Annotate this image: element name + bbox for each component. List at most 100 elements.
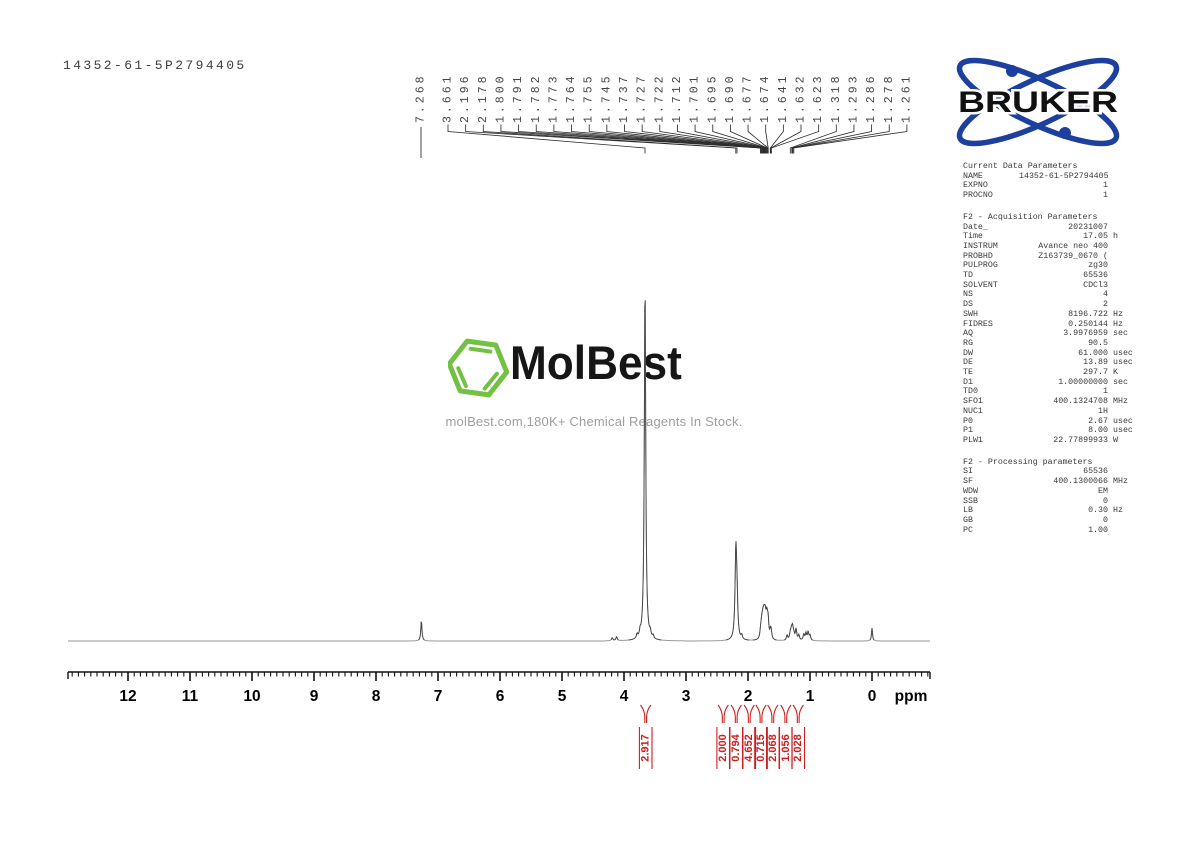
peak-pointer-line	[518, 124, 762, 154]
param-value: 400.1324708	[1053, 397, 1108, 407]
param-unit	[1108, 261, 1143, 271]
param-unit: usec	[1113, 358, 1133, 368]
param-row: TD 65536	[963, 271, 1143, 281]
axis-tick-label: 3	[682, 688, 691, 705]
param-unit	[1108, 290, 1143, 300]
param-row: TE 297.7 K	[963, 368, 1143, 378]
params-section-header: F2 - Acquisition Parameters	[963, 212, 1098, 222]
peak-shift-label: 1.712	[671, 73, 684, 123]
param-unit	[1108, 252, 1143, 262]
param-value: 1	[1103, 181, 1108, 191]
peak-shift-label: 1.677	[742, 73, 755, 123]
axis-tick-label: 2	[744, 688, 753, 705]
peak-pointer-line	[482, 124, 738, 154]
param-row: GB 0	[963, 516, 1143, 526]
param-row: PULPROG zg30	[963, 261, 1143, 271]
param-name: NAME	[963, 171, 983, 181]
peak-pointer-line	[677, 124, 767, 154]
peak-pointer-line	[624, 124, 765, 154]
integral-value-label: 2.917	[640, 734, 652, 762]
param-unit	[1108, 467, 1143, 477]
param-unit	[1108, 191, 1143, 201]
param-row: P0 2.67 usec	[963, 417, 1143, 427]
param-row: TD0 1	[963, 387, 1143, 397]
peak-pointer-line	[770, 124, 802, 154]
integral-curve	[730, 704, 736, 723]
integral-curve	[786, 704, 792, 723]
param-row: EXPNO 1	[963, 181, 1143, 191]
param-name: D1	[963, 377, 973, 387]
peak-shift-label: 1.623	[812, 73, 825, 123]
peak-pointer-line	[792, 124, 890, 154]
param-unit	[1108, 387, 1143, 397]
integral-curve	[767, 704, 773, 723]
integral-curve	[798, 704, 804, 723]
integral-value-label: 2.000	[717, 734, 729, 762]
param-value: 1.00000000	[1058, 377, 1108, 387]
peak-shift-label: 1.695	[706, 73, 719, 123]
parameters-panel: Current Data Parameters NAME 14352-61-5P27…	[963, 162, 1143, 547]
param-value: 297.7	[1083, 368, 1108, 378]
params-section-header: F2 - Processing parameters	[963, 457, 1093, 467]
param-value: 1	[1103, 387, 1108, 397]
param-row: WDW EM	[963, 487, 1143, 497]
param-value: 65536	[1083, 271, 1108, 281]
peak-pointer-line	[791, 124, 873, 154]
param-name: P1	[963, 426, 973, 436]
integral-value-label: 4.652	[743, 734, 755, 762]
param-value: 2	[1103, 300, 1108, 310]
param-name: EXPNO	[963, 181, 988, 191]
spectrum-baseline-trace	[68, 300, 930, 642]
peak-pointer-line	[659, 124, 766, 154]
axis-tick-label: 0	[868, 688, 877, 705]
param-unit	[1108, 181, 1143, 191]
param-value: 61.000	[1078, 348, 1108, 358]
param-value: Avance neo 400	[1038, 241, 1108, 251]
param-value: 20231007	[1068, 222, 1108, 232]
integral-value-label: 0.715	[755, 734, 767, 762]
param-name: RG	[963, 338, 973, 348]
param-value: 0	[1103, 515, 1108, 525]
param-value: 8.00	[1088, 426, 1108, 436]
param-value: 4	[1103, 290, 1108, 300]
peak-shift-label: 1.318	[830, 73, 843, 123]
axis-tick-label: 1	[806, 688, 815, 705]
param-name: SF	[963, 477, 973, 487]
sample-title: 14352-61-5P2794405	[63, 58, 247, 73]
integral-curve	[736, 704, 742, 723]
param-unit: K	[1113, 368, 1118, 378]
param-unit	[1108, 526, 1143, 536]
param-unit: Hz	[1113, 319, 1123, 329]
watermark: MolBest molBest.com,180K+ Chemical Reage…	[440, 330, 760, 435]
param-unit: Hz	[1113, 506, 1123, 516]
peak-shift-label: 1.791	[512, 73, 525, 123]
param-name: DS	[963, 300, 973, 310]
param-row: RG 90.5	[963, 339, 1143, 349]
param-value: 3.9976959	[1063, 329, 1108, 339]
axis-tick-label: 6	[496, 688, 505, 705]
orbit-dot	[1059, 127, 1071, 139]
axis-unit-label: ppm	[895, 688, 928, 705]
peak-pointer-line	[729, 124, 768, 154]
param-name: TD	[963, 271, 973, 281]
param-name: SI	[963, 467, 973, 477]
param-unit	[1108, 300, 1143, 310]
param-name: LB	[963, 506, 973, 516]
param-name: TE	[963, 368, 973, 378]
param-unit	[1108, 339, 1143, 349]
param-name: SOLVENT	[963, 280, 998, 290]
param-value: 8196.722	[1068, 309, 1108, 319]
integral-curve	[761, 704, 767, 723]
param-row: NS 4	[963, 290, 1143, 300]
peak-pointer-line	[571, 124, 764, 154]
peak-shift-label: 1.737	[618, 73, 631, 123]
param-row: DW 61.000 usec	[963, 349, 1143, 359]
peak-shift-label: 1.632	[795, 73, 808, 123]
param-row: SI 65536	[963, 467, 1143, 477]
peak-shift-label: 1.722	[653, 73, 666, 123]
param-value: 17.05	[1083, 232, 1108, 242]
param-row: PC 1.00	[963, 526, 1143, 536]
param-value: 2.67	[1088, 416, 1108, 426]
integral-value-label: 0.794	[730, 733, 742, 761]
